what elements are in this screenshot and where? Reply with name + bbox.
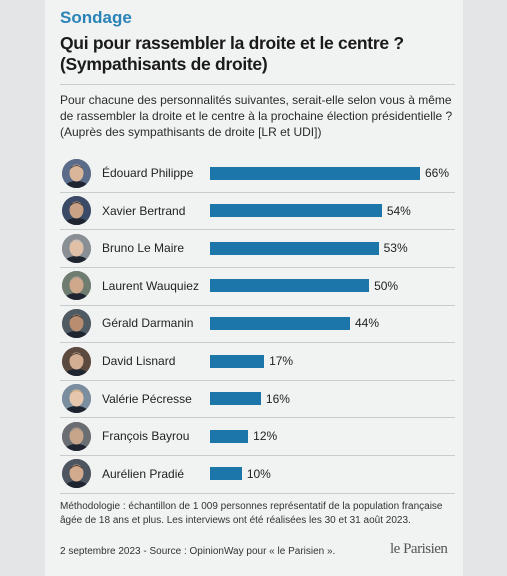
value-label: 54% bbox=[386, 203, 411, 218]
source-note: 2 septembre 2023 - Source : OpinionWay p… bbox=[60, 546, 336, 557]
portrait-photo bbox=[62, 384, 91, 414]
row-divider bbox=[60, 229, 455, 230]
portrait-photo bbox=[62, 271, 91, 301]
portrait-photo bbox=[62, 421, 91, 451]
row-divider bbox=[60, 417, 455, 418]
row-divider bbox=[60, 305, 455, 306]
value-label: 16% bbox=[265, 391, 290, 406]
portrait-photo bbox=[62, 459, 91, 489]
divider-bottom bbox=[60, 493, 455, 494]
bar bbox=[210, 354, 265, 368]
le-parisien-logo: le Parisien bbox=[390, 541, 448, 557]
bar bbox=[210, 392, 261, 406]
value-label: 50% bbox=[374, 278, 399, 293]
value-label: 66% bbox=[425, 166, 450, 180]
survey-question: Pour chacune des personnalités suivantes… bbox=[60, 93, 453, 139]
candidate-name: Édouard Philippe bbox=[102, 166, 194, 180]
value-label: 17% bbox=[269, 354, 294, 368]
row-divider bbox=[60, 342, 455, 343]
row-divider bbox=[60, 267, 455, 268]
portrait-photo bbox=[62, 233, 91, 263]
candidate-name: David Lisnard bbox=[102, 354, 176, 368]
portrait-photo bbox=[62, 346, 91, 376]
candidate-name: Gérald Darmanin bbox=[102, 316, 194, 331]
portrait-photo bbox=[62, 308, 91, 338]
portrait-photo bbox=[62, 196, 91, 226]
value-label: 10% bbox=[246, 466, 271, 481]
bar bbox=[210, 467, 242, 481]
row-divider bbox=[60, 192, 455, 193]
value-label: 12% bbox=[253, 429, 278, 444]
candidate-name: Valérie Pécresse bbox=[102, 391, 192, 406]
bar bbox=[210, 241, 379, 255]
bar bbox=[210, 204, 382, 218]
row-divider bbox=[60, 380, 455, 381]
value-label: 44% bbox=[355, 316, 380, 331]
candidate-name: François Bayrou bbox=[102, 429, 190, 444]
methodology-note: Méthodologie : échantillon de 1 009 pers… bbox=[60, 501, 443, 526]
kicker: Sondage bbox=[60, 8, 132, 27]
bar bbox=[210, 166, 420, 180]
bar bbox=[210, 316, 350, 330]
chart-title: Qui pour rassembler la droite et le cent… bbox=[60, 33, 404, 74]
row-divider bbox=[60, 455, 455, 456]
divider-top bbox=[60, 84, 455, 85]
candidate-name: Bruno Le Maire bbox=[102, 241, 185, 256]
value-label: 53% bbox=[383, 241, 408, 256]
candidate-name: Xavier Bertrand bbox=[102, 203, 186, 218]
candidate-name: Laurent Wauquiez bbox=[102, 278, 199, 293]
bar bbox=[210, 429, 249, 443]
candidate-name: Aurélien Pradié bbox=[102, 466, 185, 481]
portrait-photo bbox=[62, 158, 91, 188]
bar bbox=[210, 279, 370, 293]
